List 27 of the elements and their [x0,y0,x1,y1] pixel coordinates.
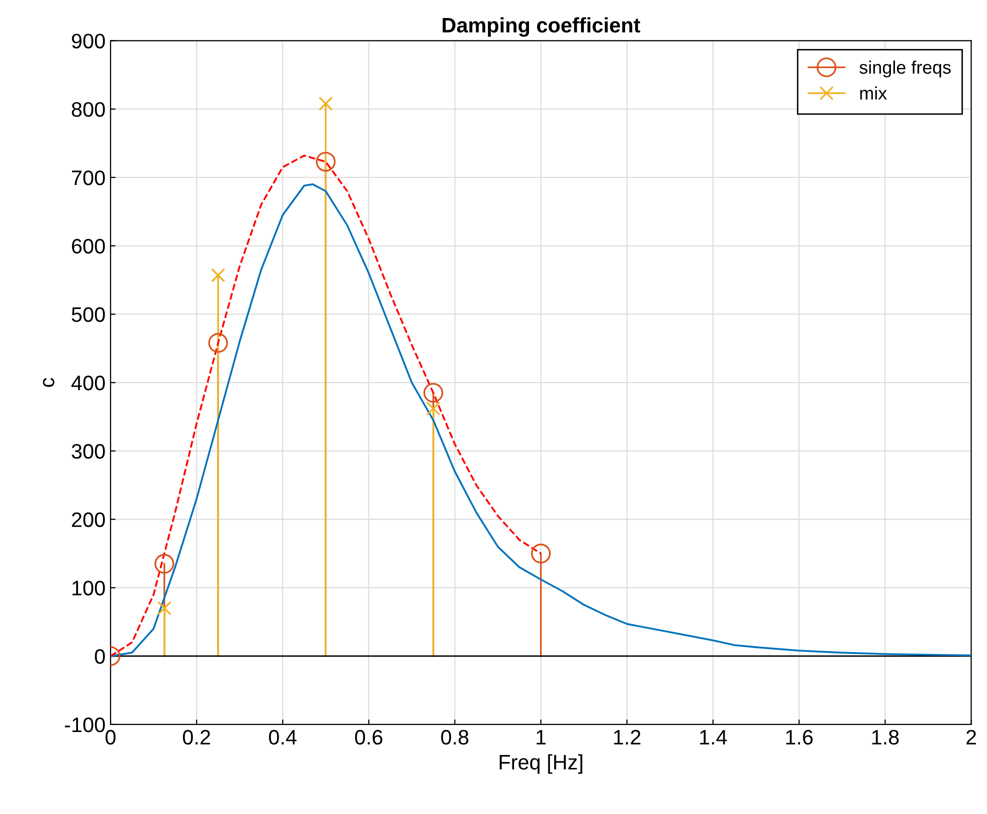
y-tick-label: 400 [71,376,105,390]
x-tick-label: 1.6 [786,730,813,745]
y-tick-label: 0 [94,649,105,664]
legend-label: mix [860,86,887,100]
y-tick-label: 900 [72,34,105,48]
legend-label: single freqs [860,60,951,78]
y-tick-label: 200 [72,512,105,528]
y-tick-label: 500 [72,307,105,322]
x-tick-label: 1.8 [872,730,899,745]
y-tick-label: 300 [72,444,105,459]
x-tick-label: 1.4 [700,730,727,744]
x-tick-label: 0 [106,730,116,745]
x-axis-title: Freq [Hz] [500,754,582,774]
y-tick-label: -100 [64,717,105,732]
x-tick-label: 2 [966,730,976,744]
y-axis-title: c [42,378,54,387]
chart-title: Damping coefficient [442,17,640,37]
y-tick-label: 700 [72,170,105,186]
x-tick-label: 0.6 [355,730,382,745]
x-tick-label: 1.2 [614,730,640,744]
x-tick-label: 0.8 [441,730,468,745]
y-tick-label: 800 [72,102,105,117]
y-tick-label: 600 [72,238,105,254]
x-tick-label: 0.4 [269,730,297,745]
y-tick-label: 100 [72,580,105,596]
x-tick-label: 1 [536,730,546,744]
x-tick-label: 0.2 [182,730,210,745]
